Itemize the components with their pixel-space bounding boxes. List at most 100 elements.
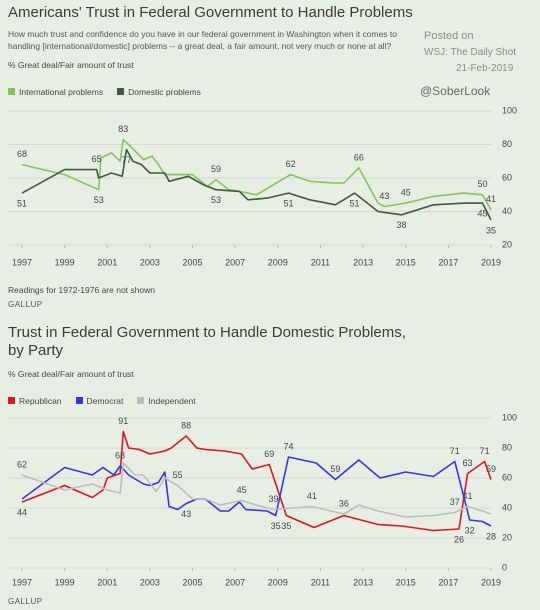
data-label: 38 bbox=[396, 220, 406, 230]
x-tick-label: 1999 bbox=[55, 257, 75, 267]
legend-swatch bbox=[8, 397, 15, 404]
watermark-handle: @SoberLook bbox=[420, 84, 491, 98]
data-label: 91 bbox=[118, 416, 128, 426]
data-label: 45 bbox=[237, 485, 247, 495]
y-tick-label: 100 bbox=[502, 105, 517, 115]
data-label: 32 bbox=[465, 525, 475, 535]
x-tick-label: 2005 bbox=[183, 257, 203, 267]
y-tick-label: 20 bbox=[502, 239, 512, 249]
y-tick-label: 40 bbox=[502, 502, 512, 512]
data-label: 45 bbox=[401, 188, 411, 198]
data-label: 74 bbox=[283, 441, 293, 451]
x-tick-label: 2019 bbox=[481, 257, 501, 267]
legend-swatch bbox=[8, 88, 15, 95]
legend: International problems Domestic problems bbox=[8, 87, 201, 97]
data-label: 63 bbox=[463, 458, 473, 468]
data-label: 41 bbox=[486, 194, 496, 204]
x-tick-label: 2007 bbox=[225, 257, 245, 267]
y-tick-label: 100 bbox=[502, 412, 517, 422]
watermark-posted: Posted on bbox=[424, 30, 474, 42]
data-label: 50 bbox=[477, 179, 487, 189]
data-label: 51 bbox=[283, 198, 293, 208]
data-label: 28 bbox=[486, 531, 496, 541]
note: Readings for 1972-1976 are not shown bbox=[8, 285, 155, 295]
x-tick-label: 2015 bbox=[396, 257, 416, 267]
data-label: 43 bbox=[181, 509, 191, 519]
data-label: 62 bbox=[286, 159, 296, 169]
x-tick-label: 2001 bbox=[97, 577, 117, 587]
series-line bbox=[21, 138, 492, 211]
series-line bbox=[21, 462, 492, 518]
legend-label: Domestic problems bbox=[128, 87, 201, 97]
legend-item: International problems bbox=[8, 87, 103, 97]
y-axis-label: % Great deal/Fair amount of trust bbox=[8, 369, 134, 379]
x-tick-label: 2013 bbox=[353, 257, 373, 267]
x-tick-label: 1999 bbox=[55, 577, 75, 587]
data-label: 35 bbox=[281, 521, 291, 531]
chart-subtitle: How much trust and confidence do you hav… bbox=[8, 29, 398, 51]
watermark-source: WSJ: The Daily Shot bbox=[424, 47, 517, 58]
data-label: 68 bbox=[115, 450, 125, 460]
legend: Republican Democrat Independent bbox=[8, 396, 196, 406]
y-tick-label: 80 bbox=[502, 442, 512, 452]
x-tick-label: 2011 bbox=[311, 257, 330, 267]
data-label: 59 bbox=[330, 464, 340, 474]
data-label: 53 bbox=[211, 195, 221, 205]
chart-title: Trust in Federal Government to Handle Do… bbox=[8, 324, 406, 359]
series-line bbox=[21, 430, 492, 532]
data-label: 44 bbox=[17, 507, 27, 517]
x-tick-label: 2003 bbox=[140, 257, 160, 267]
x-tick-label: 2011 bbox=[311, 577, 330, 587]
data-label: 41 bbox=[463, 491, 473, 501]
x-tick-label: 1997 bbox=[12, 577, 32, 587]
data-label: 68 bbox=[17, 149, 27, 159]
data-label: 53 bbox=[94, 195, 104, 205]
y-tick-label: 20 bbox=[502, 532, 512, 542]
data-label: 65 bbox=[92, 154, 102, 164]
data-label: 26 bbox=[454, 534, 464, 544]
series-line bbox=[21, 148, 492, 221]
x-tick-label: 2007 bbox=[225, 577, 245, 587]
data-label: 55 bbox=[173, 470, 183, 480]
data-label: 36 bbox=[339, 498, 349, 508]
legend-label: Republican bbox=[19, 396, 62, 406]
data-label: 43 bbox=[379, 191, 389, 201]
legend-swatch bbox=[75, 397, 83, 404]
x-tick-label: 2009 bbox=[268, 577, 288, 587]
legend-item: Independent bbox=[137, 396, 196, 406]
legend-label: Independent bbox=[148, 396, 196, 406]
x-tick-label: 2013 bbox=[353, 577, 373, 587]
x-tick-label: 2001 bbox=[97, 257, 117, 267]
data-label: 83 bbox=[118, 124, 128, 134]
legend-swatch bbox=[137, 397, 145, 404]
data-label: 39 bbox=[269, 494, 279, 504]
legend-swatch bbox=[117, 88, 125, 95]
x-tick-label: 2005 bbox=[183, 577, 203, 587]
x-tick-label: 2017 bbox=[438, 257, 458, 267]
data-label: 88 bbox=[181, 420, 191, 430]
data-label: 41 bbox=[307, 491, 317, 501]
x-tick-label: 2015 bbox=[396, 577, 416, 587]
y-tick-label: 60 bbox=[502, 472, 512, 482]
data-label: 51 bbox=[350, 198, 360, 208]
x-tick-label: 2009 bbox=[268, 257, 288, 267]
y-axis-label: % Great deal/Fair amount of trust bbox=[8, 60, 134, 70]
data-label: 62 bbox=[17, 459, 27, 469]
legend-item: Domestic problems bbox=[117, 87, 201, 97]
data-label: 45 bbox=[477, 209, 487, 219]
series-line bbox=[21, 456, 492, 527]
data-label: 51 bbox=[17, 198, 27, 208]
data-label: 69 bbox=[264, 449, 274, 459]
y-tick-label: 60 bbox=[502, 172, 512, 182]
source: GALLUP bbox=[8, 300, 43, 309]
data-label: 71 bbox=[480, 446, 490, 456]
legend-item: Republican bbox=[8, 396, 62, 406]
data-label: 35 bbox=[271, 521, 281, 531]
data-label: 59 bbox=[211, 164, 221, 174]
x-tick-label: 2019 bbox=[481, 577, 501, 587]
x-tick-label: 2003 bbox=[140, 577, 160, 587]
source: GALLUP bbox=[8, 597, 43, 606]
legend-item: Democrat bbox=[75, 396, 123, 406]
